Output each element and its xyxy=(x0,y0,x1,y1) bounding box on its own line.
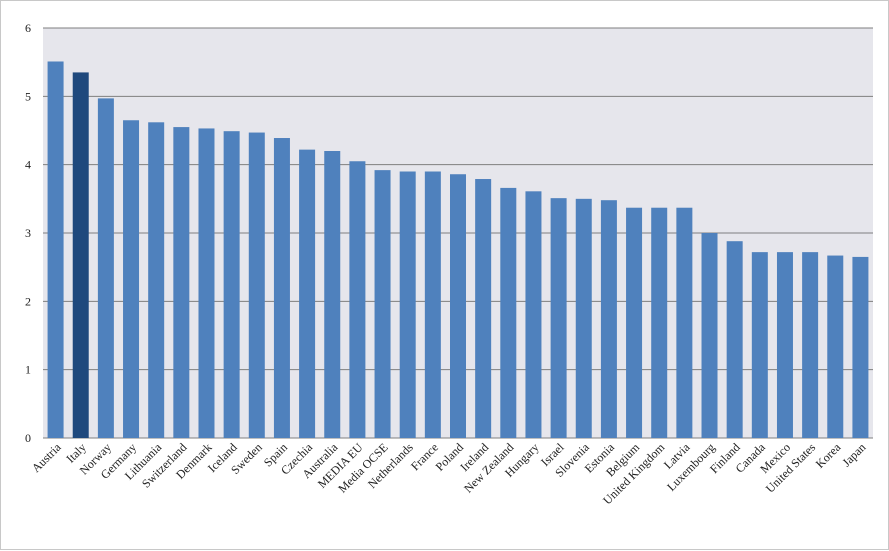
bar-belgium xyxy=(626,207,643,438)
bar-latvia xyxy=(676,207,693,438)
bar-france xyxy=(424,171,441,438)
bar-canada xyxy=(751,252,768,438)
bar-germany xyxy=(123,120,140,438)
x-category-label: Korea xyxy=(813,440,844,471)
y-tick-label: 3 xyxy=(25,226,31,240)
x-category-label: Austria xyxy=(29,440,64,475)
y-tick-label: 2 xyxy=(25,294,31,308)
bar-ireland xyxy=(475,179,492,438)
bar-denmark xyxy=(198,128,215,438)
bar-japan xyxy=(852,256,869,438)
bar-switzerland xyxy=(173,127,190,438)
bar-media-eu xyxy=(349,161,366,438)
x-axis-category-labels: Austria ItalyNorwayGermanyLithuaniaSwitze… xyxy=(29,440,869,508)
bar-iceland xyxy=(223,131,240,438)
bar-united-kingdom xyxy=(651,207,668,438)
bar-finland xyxy=(726,241,743,438)
bar-austria xyxy=(47,61,64,438)
x-category-label: Japan xyxy=(839,440,868,469)
bar-media-ocse xyxy=(374,170,391,438)
bar-lithuania xyxy=(148,122,165,439)
bar-estonia xyxy=(600,200,617,438)
bar-luxembourg xyxy=(701,233,718,438)
bar-korea xyxy=(827,255,844,438)
bar-slovenia xyxy=(575,198,592,438)
bar-poland xyxy=(450,174,466,438)
bar-hungary xyxy=(525,191,542,438)
bar-sweden xyxy=(248,132,265,439)
bar-united-states xyxy=(802,252,819,438)
bar-mexico xyxy=(776,252,793,438)
bar-spain xyxy=(273,138,290,438)
bar-czechia xyxy=(299,149,316,438)
y-tick-label: 5 xyxy=(25,89,31,103)
bar-norway xyxy=(97,98,114,438)
y-tick-label: 1 xyxy=(25,363,31,377)
bar-australia xyxy=(324,151,341,438)
bar-new-zealand xyxy=(500,187,517,438)
y-tick-label: 0 xyxy=(25,431,31,445)
bar-israel xyxy=(550,198,567,438)
bar-italy xyxy=(72,72,89,439)
y-axis-ticks: 0 1 2 3 4 5 6 xyxy=(25,21,31,445)
y-tick-label: 6 xyxy=(25,21,31,35)
bars xyxy=(47,61,869,439)
y-tick-label: 4 xyxy=(25,158,31,172)
bar-netherlands xyxy=(399,171,416,438)
